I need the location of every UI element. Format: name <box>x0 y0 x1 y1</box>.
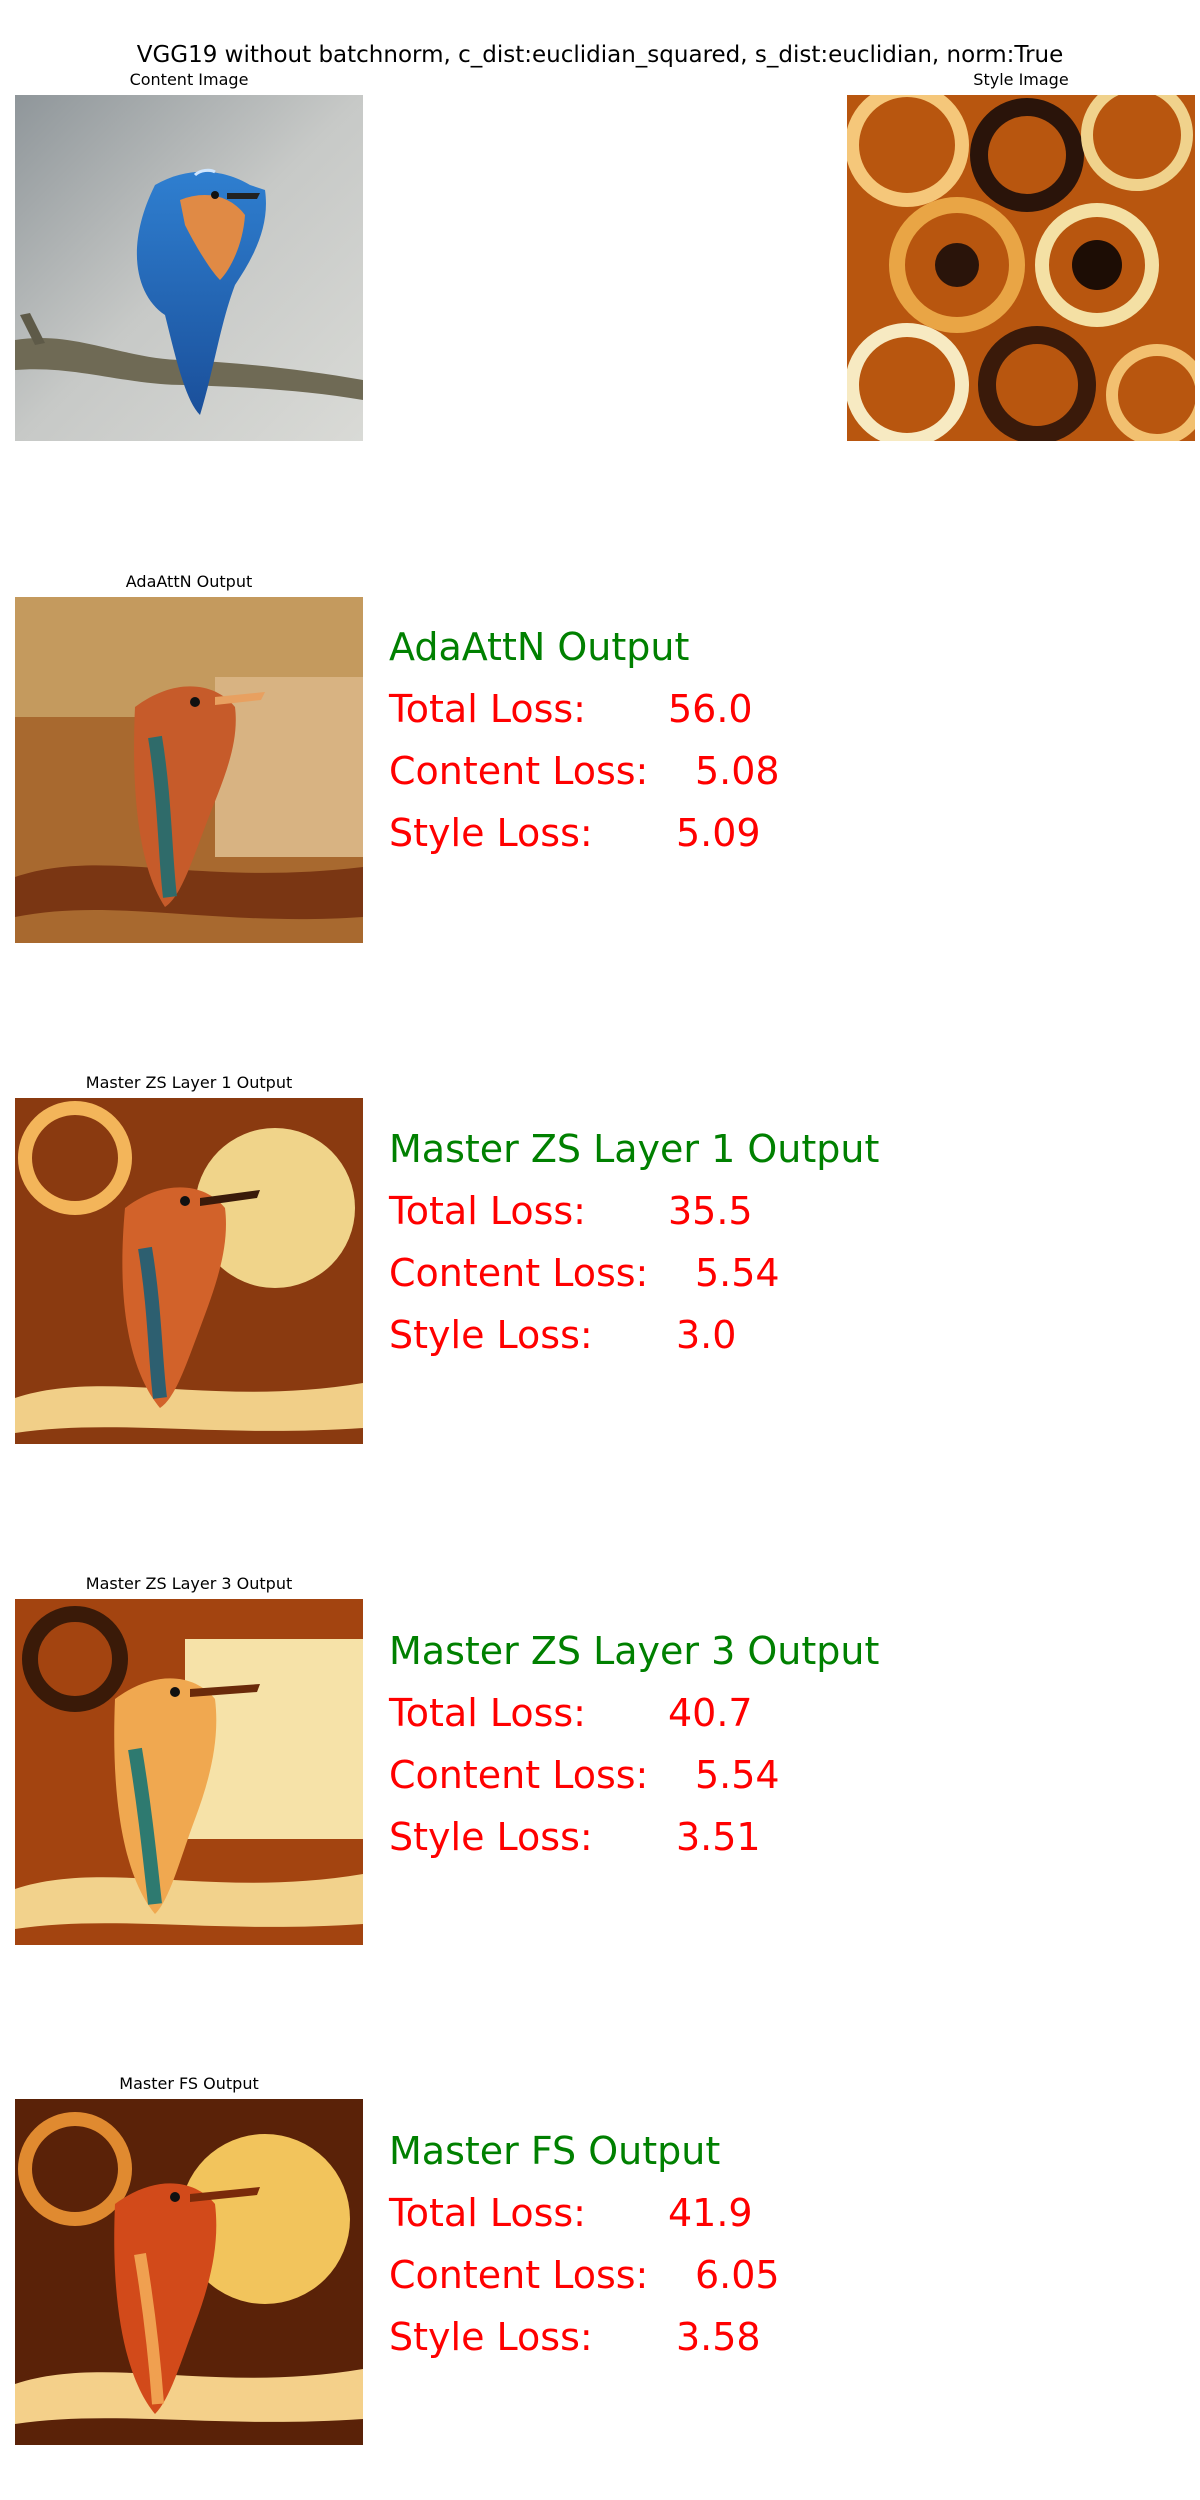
total-loss-label: Total Loss: <box>389 1189 586 1233</box>
total-loss-label: Total Loss: <box>389 687 586 731</box>
content-loss-row: Content Loss: 5.08 <box>389 752 889 792</box>
style-loss-value: 3.51 <box>676 1815 761 1859</box>
style-loss-value: 3.0 <box>676 1313 737 1357</box>
style-loss-value: 5.09 <box>676 811 761 855</box>
style-loss-row: Style Loss: 3.58 <box>389 2318 889 2358</box>
total-loss-value: 40.7 <box>668 1691 753 1735</box>
output-caption: Master ZS Layer 1 Output <box>85 1073 293 1092</box>
total-loss-value: 35.5 <box>668 1189 753 1233</box>
content-image-caption: Content Image <box>129 70 249 89</box>
content-loss-row: Content Loss: 6.05 <box>389 2256 889 2296</box>
output-image <box>15 597 363 943</box>
output-heading: AdaAttN Output <box>389 625 690 669</box>
total-loss-row: Total Loss: 35.5 <box>389 1192 889 1232</box>
total-loss-row: Total Loss: 40.7 <box>389 1694 889 1734</box>
style-loss-label: Style Loss: <box>389 2315 593 2359</box>
content-loss-label: Content Loss: <box>389 749 649 793</box>
output-image <box>15 1098 363 1444</box>
style-loss-row: Style Loss: 5.09 <box>389 814 889 854</box>
content-loss-label: Content Loss: <box>389 2253 649 2297</box>
output-image <box>15 1599 363 1945</box>
content-loss-label: Content Loss: <box>389 1753 649 1797</box>
output-caption: Master FS Output <box>119 2074 259 2093</box>
figure-title: VGG19 without batchnorm, c_dist:euclidia… <box>136 42 1064 68</box>
content-loss-row: Content Loss: 5.54 <box>389 1254 889 1294</box>
content-loss-label: Content Loss: <box>389 1251 649 1295</box>
content-loss-row: Content Loss: 5.54 <box>389 1756 889 1796</box>
output-heading: Master ZS Layer 3 Output <box>389 1629 880 1673</box>
content-loss-value: 5.54 <box>695 1251 780 1295</box>
output-heading: Master FS Output <box>389 2129 721 2173</box>
output-caption: AdaAttN Output <box>125 572 253 591</box>
style-image-caption: Style Image <box>973 70 1069 89</box>
content-loss-value: 5.54 <box>695 1753 780 1797</box>
output-heading: Master ZS Layer 1 Output <box>389 1127 880 1171</box>
output-caption: Master ZS Layer 3 Output <box>85 1574 293 1593</box>
output-image <box>15 2099 363 2445</box>
style-loss-label: Style Loss: <box>389 1313 593 1357</box>
total-loss-row: Total Loss: 56.0 <box>389 690 889 730</box>
style-loss-value: 3.58 <box>676 2315 761 2359</box>
style-image <box>847 95 1195 441</box>
total-loss-value: 41.9 <box>668 2191 753 2235</box>
content-loss-value: 5.08 <box>695 749 780 793</box>
total-loss-label: Total Loss: <box>389 2191 586 2235</box>
total-loss-row: Total Loss: 41.9 <box>389 2194 889 2234</box>
content-loss-value: 6.05 <box>695 2253 780 2297</box>
style-loss-row: Style Loss: 3.51 <box>389 1818 889 1858</box>
total-loss-value: 56.0 <box>668 687 753 731</box>
style-loss-label: Style Loss: <box>389 811 593 855</box>
content-image <box>15 95 363 441</box>
style-loss-label: Style Loss: <box>389 1815 593 1859</box>
total-loss-label: Total Loss: <box>389 1691 586 1735</box>
style-loss-row: Style Loss: 3.0 <box>389 1316 889 1356</box>
